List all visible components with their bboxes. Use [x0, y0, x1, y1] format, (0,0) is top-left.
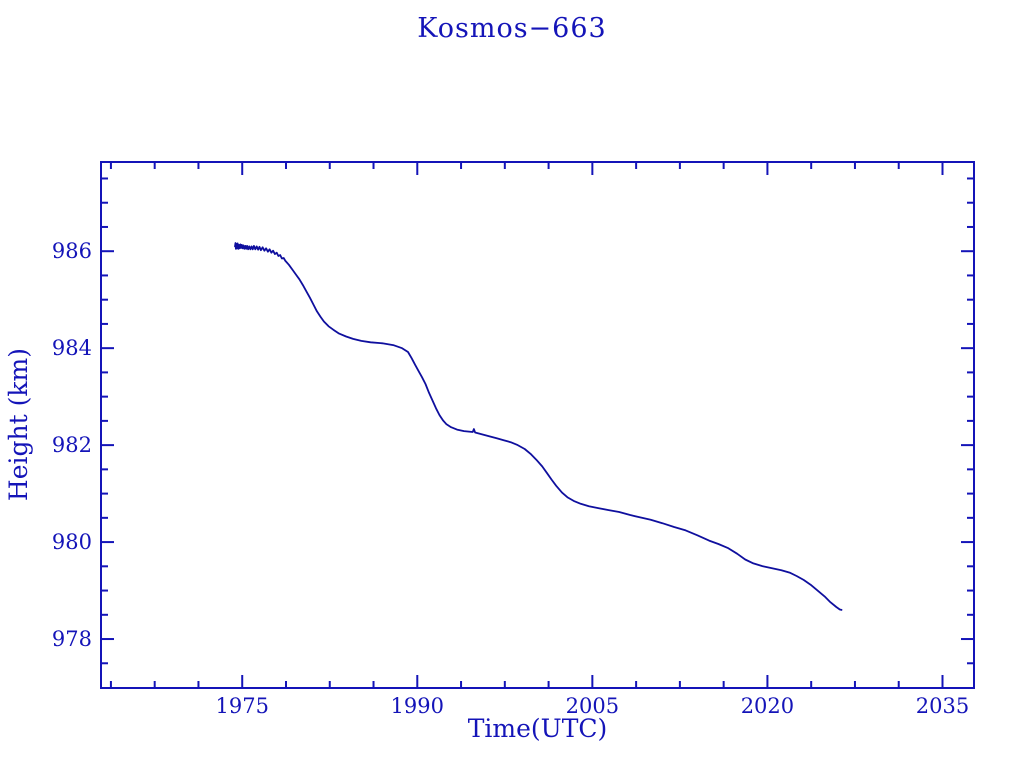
chart-title: Kosmos−663 — [417, 13, 607, 44]
y-axis-label-box: Height (km) — [0, 162, 36, 688]
x-tick-label: 2005 — [566, 694, 619, 718]
x-tick-label: 2035 — [916, 694, 969, 718]
y-axis-label: Height (km) — [3, 348, 33, 502]
y-tick-label: 980 — [52, 530, 92, 554]
y-tick-label: 986 — [52, 239, 92, 263]
y-tick-label: 982 — [52, 433, 92, 457]
y-tick-label: 984 — [52, 336, 92, 360]
x-tick-label: 1990 — [391, 694, 444, 718]
plot-frame — [100, 161, 975, 689]
x-tick-label: 2020 — [741, 694, 794, 718]
data-series-line — [234, 242, 843, 611]
y-tick-label: 978 — [52, 627, 92, 651]
x-axis-label: Time(UTC) — [467, 714, 608, 743]
x-tick-label: 1975 — [215, 694, 268, 718]
